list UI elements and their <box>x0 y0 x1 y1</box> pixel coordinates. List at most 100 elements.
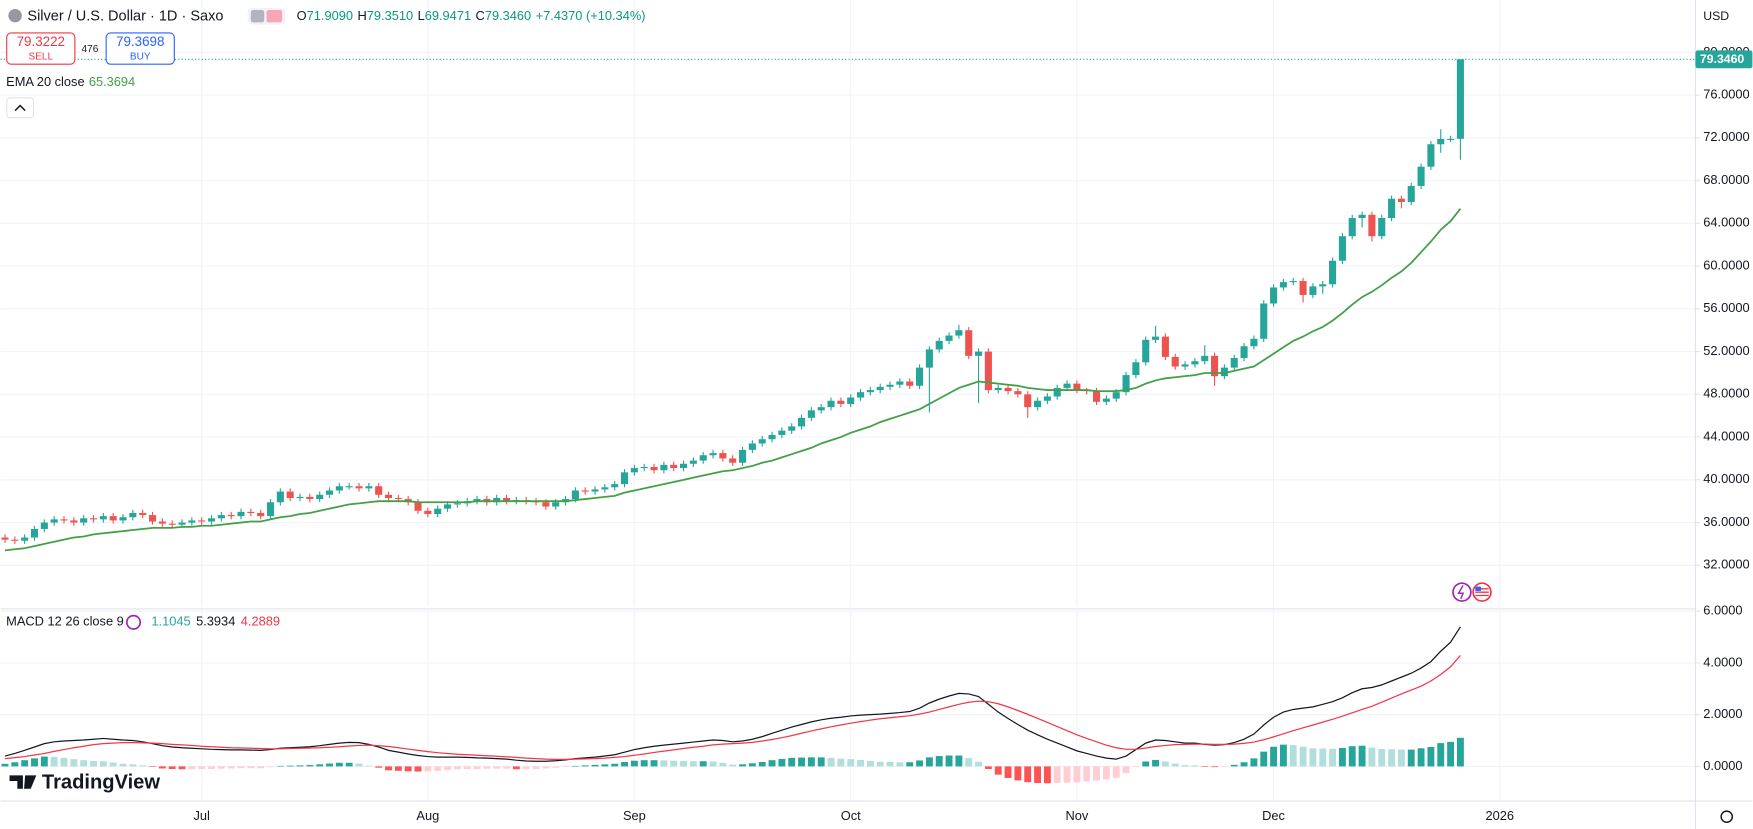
candle-body <box>1388 198 1396 219</box>
candle-body <box>611 484 619 488</box>
histogram-bar <box>896 762 904 767</box>
histogram-bar <box>1338 748 1346 767</box>
y-tick-label: 68.0000 <box>1703 172 1749 187</box>
candle-body <box>807 410 815 418</box>
histogram-bar <box>630 760 638 767</box>
candle-body <box>453 503 461 505</box>
histogram-bar <box>316 764 324 767</box>
histogram-bar <box>50 756 58 767</box>
candle-body <box>994 387 1002 391</box>
histogram-bar <box>40 756 48 767</box>
histogram-bar <box>955 755 963 767</box>
candle-body <box>847 397 855 404</box>
candle-body <box>1014 391 1022 395</box>
histogram-bar <box>1260 751 1268 767</box>
histogram-bar <box>483 766 491 769</box>
histogram-bar <box>286 765 294 767</box>
histogram-bar <box>493 766 501 769</box>
histogram-bar <box>916 760 923 767</box>
histogram-bar <box>591 764 599 767</box>
histogram-bar <box>1093 766 1101 781</box>
candle-body <box>316 494 324 500</box>
histogram-bar <box>1427 746 1435 767</box>
histogram-bar <box>837 758 845 767</box>
histogram-bar <box>1368 747 1376 767</box>
candle-body <box>1 537 9 540</box>
candle-body <box>1142 339 1150 363</box>
histogram-bar <box>335 762 343 767</box>
candle-body <box>99 516 107 520</box>
histogram-bar <box>237 766 245 769</box>
candle-body <box>1309 286 1317 295</box>
ema-legend[interactable]: EMA 20 close <box>6 74 84 89</box>
y-tick-label: 36.0000 <box>1703 514 1749 529</box>
candle-body <box>286 491 294 498</box>
histogram-bar <box>1220 766 1228 767</box>
histogram-bar <box>1112 766 1120 778</box>
candle-body <box>168 523 176 525</box>
symbol-icon[interactable] <box>8 8 22 23</box>
histogram-bar <box>1132 766 1140 767</box>
candle-body <box>434 508 442 515</box>
macd-line-value: 5.3934 <box>196 614 235 629</box>
candle-body <box>1260 303 1268 339</box>
candle-body <box>1093 391 1101 402</box>
histogram-bar <box>473 766 481 769</box>
ohlc-value: 79.3460 <box>485 8 531 23</box>
histogram-bar <box>424 766 432 772</box>
candle-body <box>542 502 550 507</box>
histogram-bar <box>532 766 540 769</box>
histogram-bar <box>178 766 186 770</box>
candle-body <box>601 487 609 490</box>
candle-body <box>217 515 225 519</box>
y-tick-label: 56.0000 <box>1703 300 1749 315</box>
histogram-bar <box>109 762 117 767</box>
candle-body <box>188 520 196 523</box>
histogram-bar <box>296 765 304 767</box>
histogram-bar <box>188 766 196 770</box>
ema-line <box>4 208 1462 552</box>
candle-body <box>975 351 983 356</box>
symbol-title[interactable]: Silver / U.S. Dollar · 1D · Saxo <box>27 9 223 25</box>
candle-body <box>276 491 284 503</box>
collapse-button[interactable] <box>6 97 35 119</box>
candle-body <box>916 367 924 386</box>
candle-body <box>129 512 137 518</box>
histogram-bar <box>650 760 658 767</box>
candle-body <box>1122 375 1130 393</box>
macd-legend[interactable]: MACD 12 26 close 9 <box>6 614 124 629</box>
candle-body <box>1191 361 1199 365</box>
sell-button[interactable] <box>6 32 76 65</box>
histogram-bar <box>394 766 402 771</box>
buy-price: 79.3698 <box>116 34 164 49</box>
candle-body <box>306 496 314 500</box>
ohlc-change: +7.4370 (+10.34%) <box>536 8 646 23</box>
histogram-bar <box>719 762 727 767</box>
candle-body <box>1289 281 1297 283</box>
histogram-bar <box>139 765 147 767</box>
settings-icon[interactable] <box>1720 810 1734 824</box>
histogram-bar <box>945 755 953 767</box>
macd-icon[interactable] <box>125 614 142 630</box>
candle-body <box>857 392 865 398</box>
event-icon[interactable] <box>1452 582 1472 602</box>
histogram-bar <box>1043 766 1051 784</box>
candle-body <box>1171 356 1179 367</box>
currency[interactable]: USD <box>1703 9 1729 23</box>
histogram-bar <box>522 766 530 770</box>
candle-body <box>109 516 117 521</box>
collapse-icon <box>14 104 26 112</box>
candle-body <box>699 455 707 461</box>
candle-body <box>1063 383 1071 388</box>
histogram-bar <box>1378 749 1386 767</box>
candle-body <box>640 466 648 469</box>
brand-name[interactable]: TradingView <box>42 772 160 794</box>
histogram-bar <box>1053 766 1061 783</box>
candle-body <box>581 490 589 492</box>
histogram-bar <box>571 765 579 767</box>
buy-button[interactable] <box>105 32 175 65</box>
candle-body <box>1152 336 1160 340</box>
candle-body <box>630 468 638 473</box>
candle-body <box>1161 336 1169 357</box>
y-tick-label: 52.0000 <box>1703 343 1749 358</box>
